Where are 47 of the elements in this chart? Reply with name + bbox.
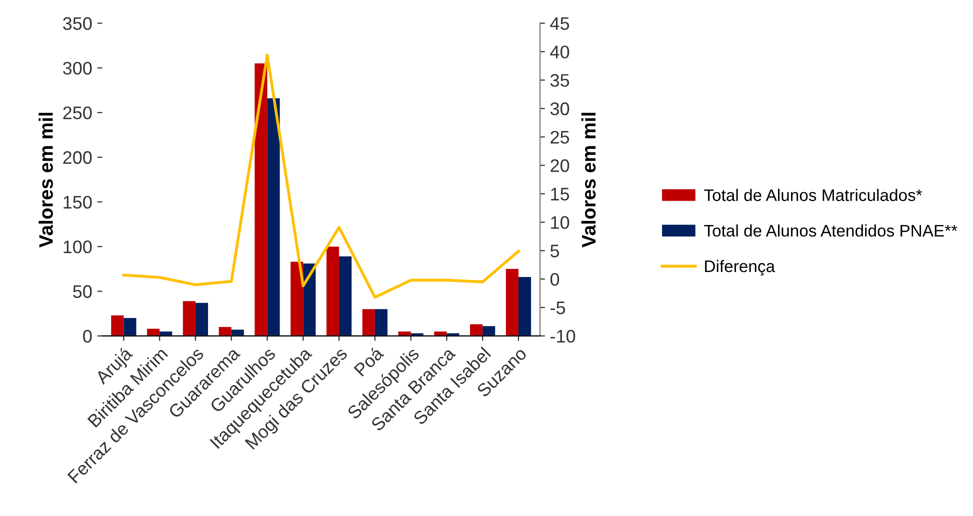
y2-tick-label: 20 bbox=[550, 159, 570, 172]
y2-tick-label: 35 bbox=[550, 74, 570, 87]
y-tick-label: 200 bbox=[63, 151, 92, 164]
bar bbox=[374, 309, 388, 336]
legend-label: Total de Alunos Atendidos PNAE** bbox=[704, 224, 958, 237]
legend-label: Total de Alunos Matriculados* bbox=[704, 188, 922, 202]
bar bbox=[254, 63, 268, 336]
y2-tick-label: 25 bbox=[550, 130, 570, 144]
y2-tick-label: 40 bbox=[550, 46, 570, 58]
y-tick-label: 50 bbox=[73, 285, 92, 298]
bar bbox=[326, 246, 340, 336]
bar bbox=[231, 330, 244, 336]
bar bbox=[111, 315, 124, 336]
y2-tick-label: -5 bbox=[550, 302, 566, 314]
bar bbox=[446, 333, 460, 336]
y2-tick-label: 10 bbox=[551, 216, 570, 229]
y-tick-label: 350 bbox=[63, 17, 92, 30]
bar bbox=[410, 333, 424, 336]
bar bbox=[182, 301, 196, 336]
y-tick-label: 300 bbox=[63, 62, 92, 75]
y-tick-label: 250 bbox=[63, 106, 92, 120]
bar bbox=[124, 318, 136, 336]
bar bbox=[339, 256, 352, 336]
y2-tick-label: -10 bbox=[550, 330, 576, 343]
bar bbox=[362, 309, 375, 336]
y-tick-label: 0 bbox=[83, 330, 92, 343]
y2-tick-label: 45 bbox=[550, 17, 570, 30]
legend-label: Diferença bbox=[705, 260, 776, 276]
bar bbox=[290, 262, 304, 336]
bar bbox=[303, 264, 316, 336]
y2-axis-title: Valores em mil bbox=[581, 112, 596, 248]
y2-tick-label: 15 bbox=[551, 188, 570, 200]
y-tick-label: 100 bbox=[64, 240, 92, 254]
bar bbox=[506, 268, 518, 336]
y-axis-title: Valores em mil bbox=[38, 112, 53, 248]
y2-tick-label: 5 bbox=[550, 244, 560, 258]
y2-tick-label: 0 bbox=[550, 272, 560, 286]
bar bbox=[482, 326, 496, 336]
bar bbox=[518, 276, 532, 336]
bar bbox=[267, 98, 280, 336]
y-tick-label: 150 bbox=[64, 196, 92, 209]
y2-tick-label: 30 bbox=[550, 102, 570, 116]
bar bbox=[147, 328, 160, 336]
bar bbox=[195, 302, 208, 336]
bar bbox=[218, 326, 232, 336]
bar bbox=[470, 324, 483, 336]
line-series bbox=[122, 54, 520, 299]
